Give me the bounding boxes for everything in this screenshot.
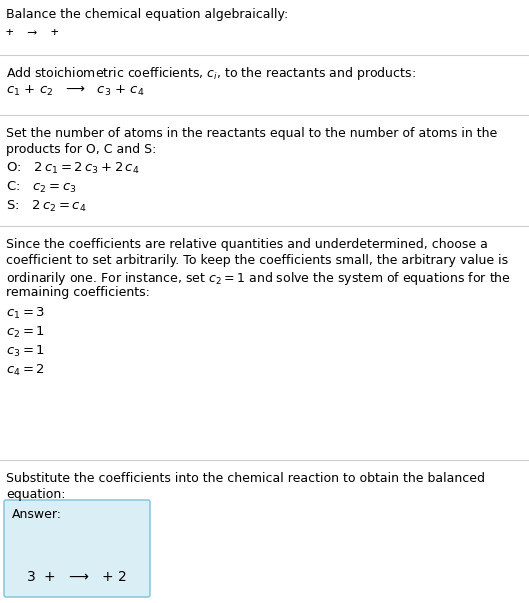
- Text: Since the coefficients are relative quantities and underdetermined, choose a: Since the coefficients are relative quan…: [6, 238, 488, 251]
- FancyBboxPatch shape: [4, 500, 150, 597]
- Text: equation:: equation:: [6, 488, 66, 501]
- Text: O:   $2\,c_1 = 2\,c_3 + 2\,c_4$: O: $2\,c_1 = 2\,c_3 + 2\,c_4$: [6, 161, 140, 176]
- Text: Set the number of atoms in the reactants equal to the number of atoms in the: Set the number of atoms in the reactants…: [6, 127, 497, 140]
- Text: $c_2 = 1$: $c_2 = 1$: [6, 325, 45, 340]
- Text: +  ⟶  +: + ⟶ +: [6, 26, 59, 39]
- Text: Add stoichiometric coefficients, $c_i$, to the reactants and products:: Add stoichiometric coefficients, $c_i$, …: [6, 65, 416, 82]
- Text: $c_4 = 2$: $c_4 = 2$: [6, 363, 45, 378]
- Text: $c_3 = 1$: $c_3 = 1$: [6, 344, 45, 359]
- Text: $c_1$ + $c_2$   ⟶   $c_3$ + $c_4$: $c_1$ + $c_2$ ⟶ $c_3$ + $c_4$: [6, 84, 144, 98]
- Text: Answer:: Answer:: [12, 508, 62, 521]
- Text: coefficient to set arbitrarily. To keep the coefficients small, the arbitrary va: coefficient to set arbitrarily. To keep …: [6, 254, 508, 267]
- Text: Substitute the coefficients into the chemical reaction to obtain the balanced: Substitute the coefficients into the che…: [6, 472, 485, 485]
- Text: $3$  +   ⟶   + $2$: $3$ + ⟶ + $2$: [26, 570, 127, 584]
- Text: $c_1 = 3$: $c_1 = 3$: [6, 306, 45, 321]
- Text: ordinarily one. For instance, set $c_2 = 1$ and solve the system of equations fo: ordinarily one. For instance, set $c_2 =…: [6, 270, 511, 287]
- Text: remaining coefficients:: remaining coefficients:: [6, 286, 150, 299]
- Text: Balance the chemical equation algebraically:: Balance the chemical equation algebraica…: [6, 8, 288, 21]
- Text: products for O, C and S:: products for O, C and S:: [6, 143, 157, 156]
- Text: C:   $c_2 = c_3$: C: $c_2 = c_3$: [6, 180, 77, 195]
- Text: S:   $2\,c_2 = c_4$: S: $2\,c_2 = c_4$: [6, 199, 87, 214]
